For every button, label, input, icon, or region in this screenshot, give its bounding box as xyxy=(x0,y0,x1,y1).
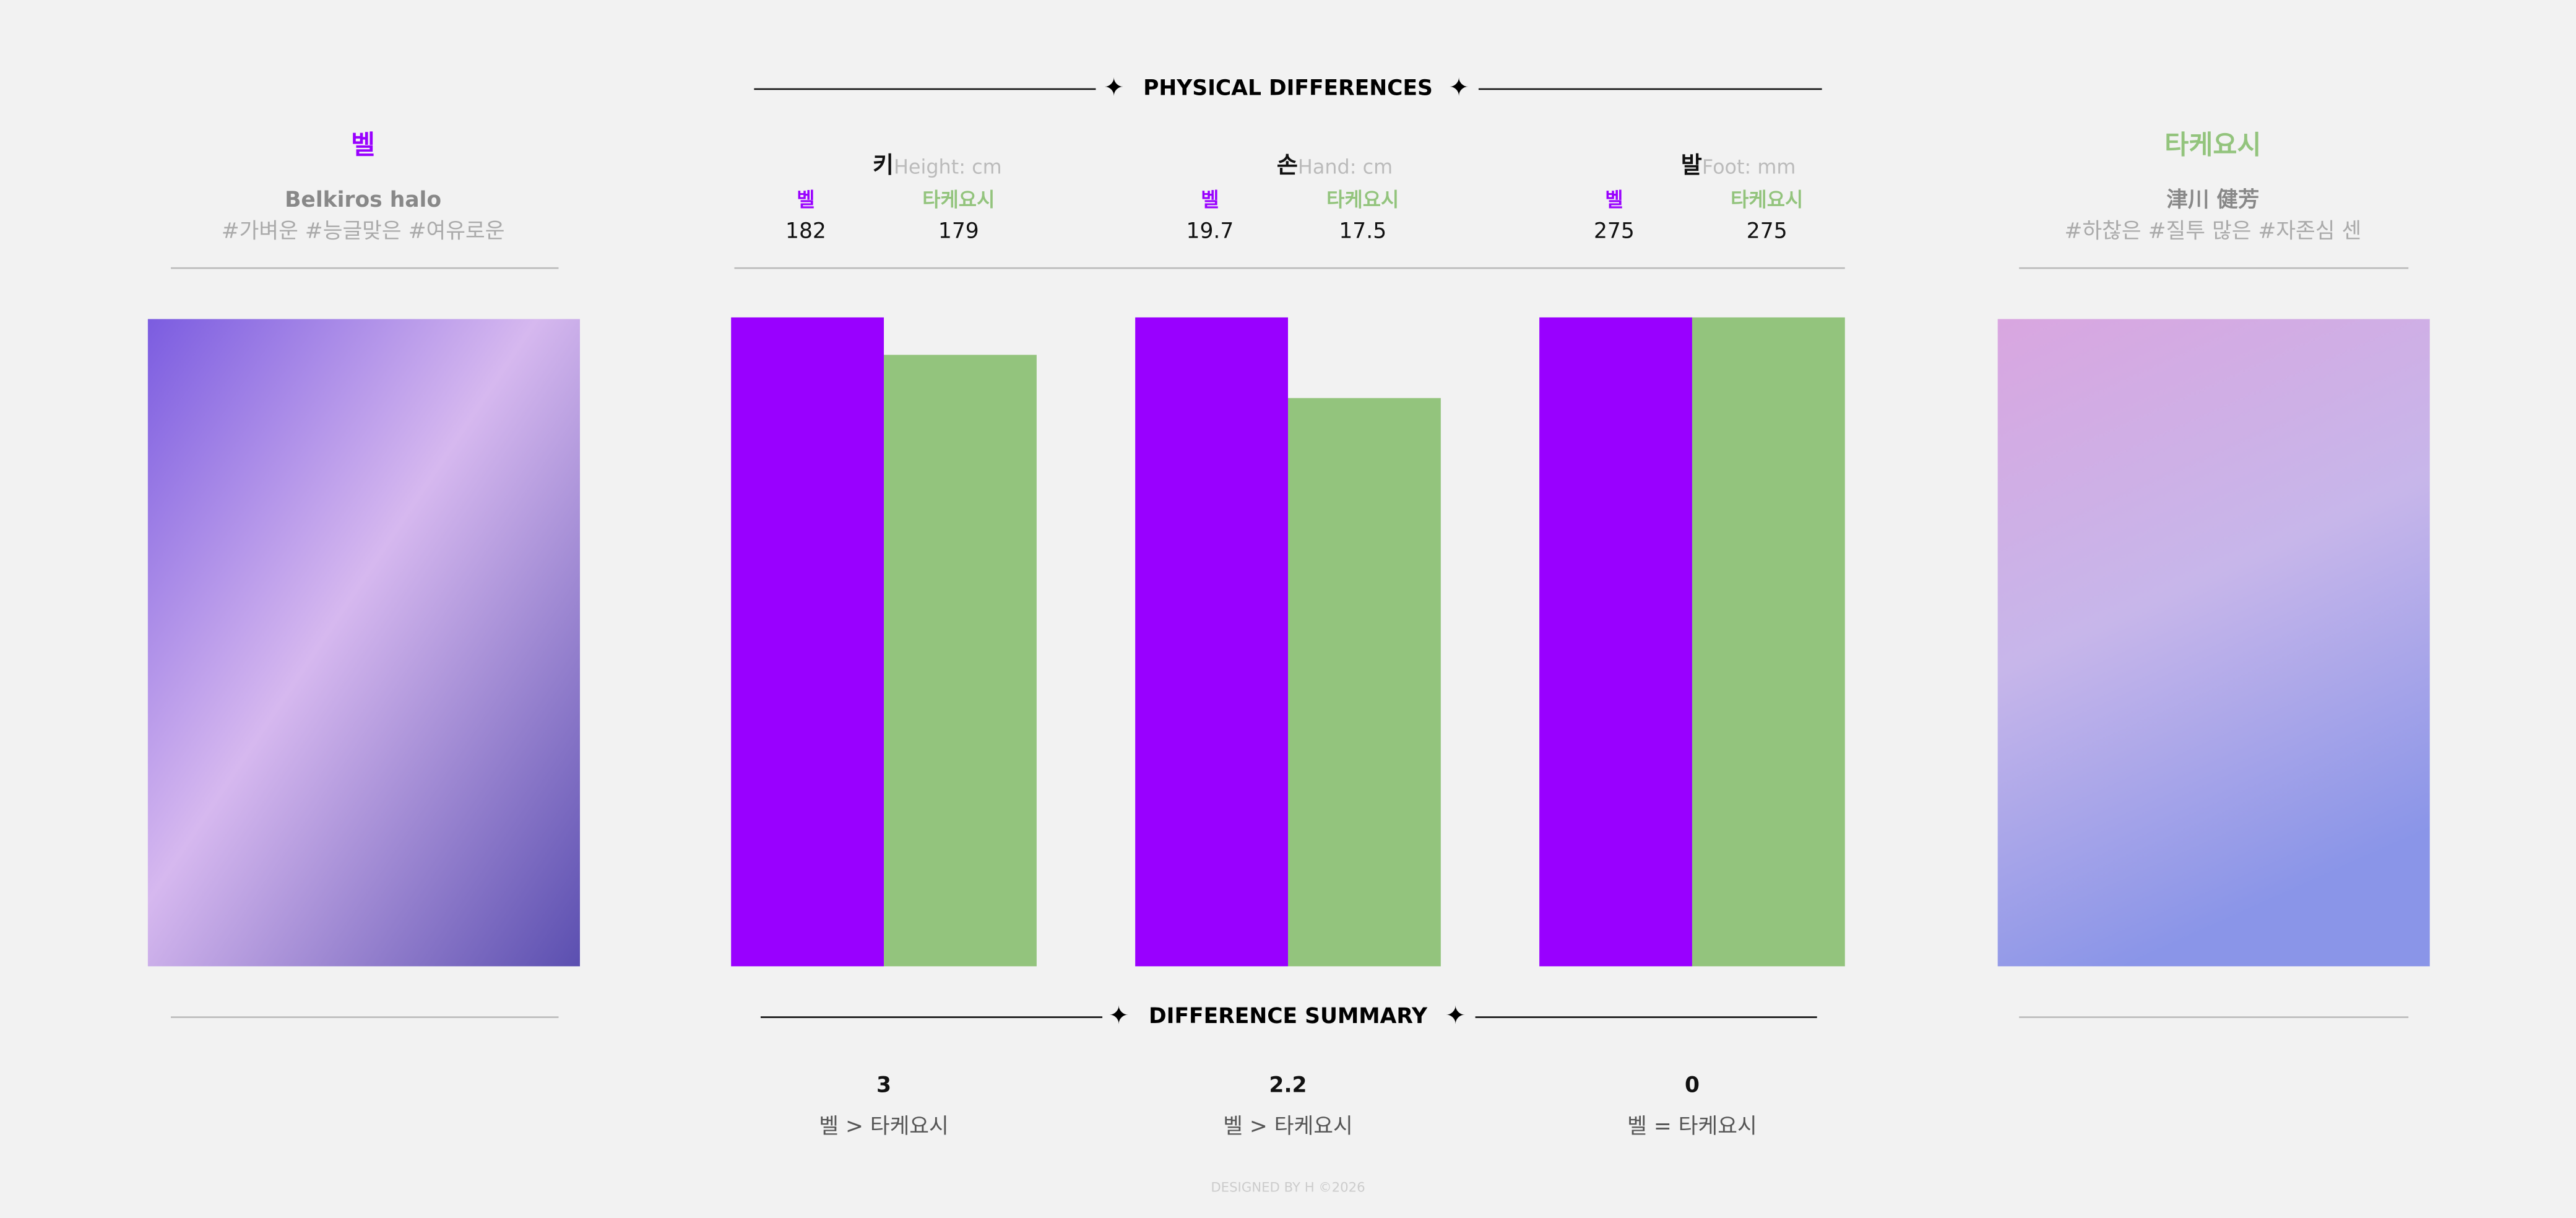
difference-relation: 벨 > 타케요시 xyxy=(819,1114,949,1139)
left-name: 벨 xyxy=(351,130,375,160)
right-tags: #하찮은 #질투 많은 #자존심 센 xyxy=(2065,218,2362,243)
chart-unit: Height: cm xyxy=(894,155,1002,178)
difference-value: 2.2 xyxy=(1269,1073,1307,1098)
category-label: 벨 xyxy=(1201,188,1219,211)
category-label: 벨 xyxy=(1605,188,1623,211)
star: ✦ xyxy=(1109,1001,1129,1030)
right-name: 타케요시 xyxy=(2164,130,2261,160)
bar xyxy=(1539,317,1692,967)
difference-value: 0 xyxy=(1685,1073,1700,1098)
difference-relation: 벨 = 타케요시 xyxy=(1627,1114,1757,1139)
section-title: PHYSICAL DIFFERENCES xyxy=(1143,76,1433,100)
bar xyxy=(1288,398,1441,967)
category-label: 벨 xyxy=(797,188,815,211)
bar xyxy=(884,355,1037,967)
left-tags: #가벼운 #능글맞은 #여유로운 xyxy=(222,218,505,243)
chart-title: 발 xyxy=(1681,152,1702,178)
right-portrait xyxy=(1997,319,2430,967)
difference-value: 3 xyxy=(876,1073,891,1098)
bar xyxy=(1135,317,1288,967)
value-label: 179 xyxy=(938,218,979,243)
left-subname: Belkiros halo xyxy=(285,188,441,212)
star: ✦ xyxy=(1104,73,1124,102)
category-label: 타케요시 xyxy=(1731,188,1803,211)
value-label: 182 xyxy=(785,218,826,243)
bar xyxy=(1692,317,1845,967)
value-label: 275 xyxy=(1747,218,1787,243)
section-title: DIFFERENCE SUMMARY xyxy=(1149,1004,1428,1029)
chart-title: 키 xyxy=(873,152,894,178)
bar xyxy=(731,317,884,967)
star: ✦ xyxy=(1448,73,1469,102)
chart-unit: Hand: cm xyxy=(1298,155,1393,178)
left-portrait xyxy=(147,319,580,967)
difference-relation: 벨 > 타케요시 xyxy=(1223,1114,1353,1139)
chart-title: 손 xyxy=(1277,152,1298,178)
category-label: 타케요시 xyxy=(922,188,995,211)
footer: DESIGNED BY H ©2026 xyxy=(1211,1180,1365,1196)
value-label: 275 xyxy=(1594,218,1635,243)
category-label: 타케요시 xyxy=(1326,188,1399,211)
value-label: 19.7 xyxy=(1186,218,1234,243)
value-label: 17.5 xyxy=(1339,218,1386,243)
right-subname: 津川 健芳 xyxy=(2166,188,2259,212)
star: ✦ xyxy=(1445,1001,1466,1030)
chart-unit: Foot: mm xyxy=(1702,155,1796,178)
